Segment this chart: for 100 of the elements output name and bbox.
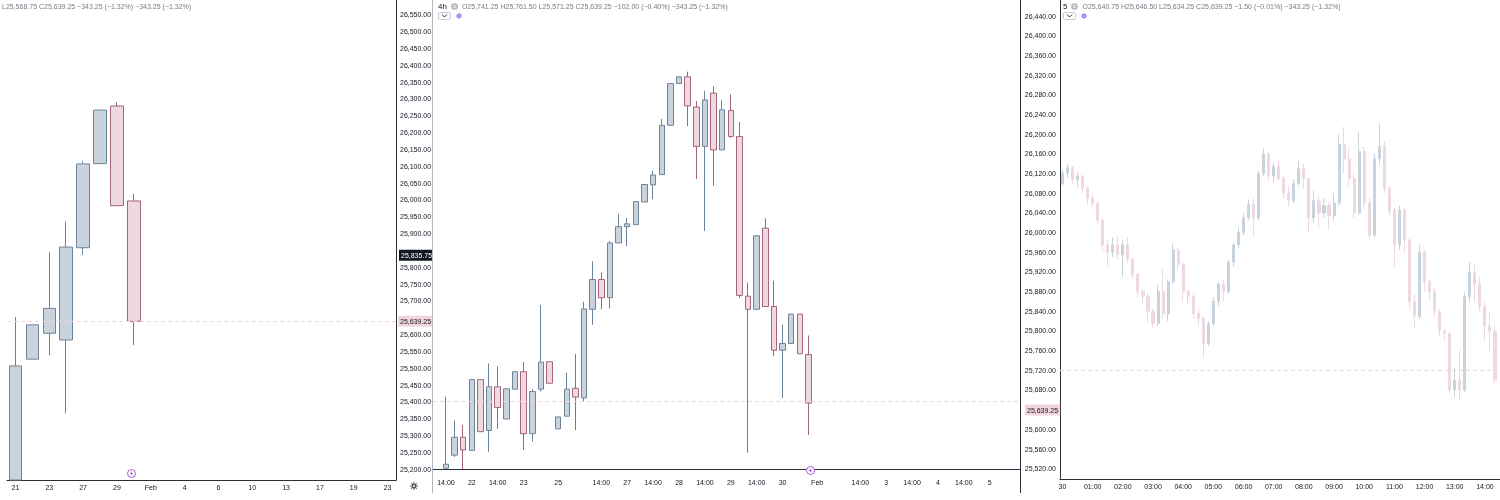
candlestick	[546, 361, 553, 384]
candlestick	[460, 424, 466, 470]
candlestick	[788, 313, 794, 344]
candlestick	[684, 71, 691, 127]
candlestick	[1267, 150, 1270, 182]
candlestick	[1478, 276, 1481, 312]
candlestick	[1106, 239, 1109, 268]
candlestick	[1468, 261, 1471, 302]
candlestick	[1428, 278, 1431, 302]
candlestick	[676, 76, 682, 85]
candlestick	[1242, 212, 1245, 236]
candlestick	[633, 201, 639, 226]
candlestick	[1363, 146, 1366, 209]
candlestick	[59, 220, 73, 414]
candlestick	[1071, 165, 1074, 185]
candlestick	[1358, 131, 1361, 216]
candlestick	[1096, 201, 1099, 225]
candlestick	[443, 396, 449, 469]
candlestick	[1257, 170, 1260, 221]
candlestick	[1227, 259, 1230, 295]
candlestick	[93, 109, 107, 165]
candlestick	[1453, 367, 1456, 398]
candlestick	[1423, 249, 1426, 293]
candlestick	[9, 316, 22, 481]
candlestick	[26, 324, 39, 360]
candlestick	[1488, 310, 1491, 352]
candlestick	[1061, 169, 1064, 187]
candlestick	[486, 362, 492, 453]
candlestick	[598, 271, 605, 310]
candlestick	[1317, 195, 1321, 229]
candlestick	[1322, 197, 1326, 219]
candlestick	[615, 213, 622, 244]
candlestick	[538, 304, 544, 393]
candlestick	[589, 260, 596, 326]
candlestick	[771, 280, 777, 357]
candlestick	[512, 371, 518, 390]
candlestick	[1307, 177, 1310, 234]
candlestick	[641, 184, 648, 203]
candlestick	[469, 379, 475, 451]
candlestick	[1182, 261, 1185, 302]
candlestick	[1207, 320, 1210, 347]
candlestick	[667, 83, 674, 126]
candlestick	[1162, 269, 1165, 320]
candlestick	[1131, 256, 1134, 280]
candlestick	[728, 93, 734, 139]
candlestick	[1111, 237, 1114, 258]
candlestick	[659, 118, 665, 176]
candlestick	[1327, 201, 1331, 231]
candlestick	[1222, 278, 1225, 302]
candlestick	[1463, 291, 1466, 393]
candlestick	[1282, 175, 1285, 199]
candlestick	[1232, 241, 1235, 268]
candlestick	[1438, 308, 1441, 337]
candlestick	[779, 324, 786, 399]
candlestick	[1312, 190, 1315, 224]
candlestick	[1237, 227, 1240, 249]
candlestick	[762, 217, 769, 308]
candlestick	[1287, 185, 1290, 208]
candlestick	[1177, 246, 1180, 270]
candlestick	[1403, 207, 1406, 253]
candlestick	[1297, 160, 1300, 187]
candlestick	[1101, 217, 1104, 252]
candlestick	[1473, 264, 1476, 302]
candlestick	[1483, 300, 1486, 342]
candlestick	[1383, 141, 1386, 194]
candlestick	[736, 121, 743, 299]
candlestick	[503, 388, 510, 420]
candlestick	[1167, 278, 1170, 322]
candlestick	[1081, 174, 1084, 194]
candlestick	[1388, 185, 1391, 216]
candlestick	[1262, 147, 1265, 177]
candlestick	[1338, 133, 1341, 207]
candlestick	[797, 313, 803, 355]
candlestick	[1212, 297, 1215, 327]
candlestick	[1187, 288, 1190, 305]
candlestick	[1353, 173, 1356, 219]
chart-title: 5	[1063, 1, 1068, 11]
candlestick	[1252, 197, 1255, 239]
candlestick	[1343, 126, 1346, 175]
candlestick	[555, 416, 561, 430]
candlestick	[1373, 153, 1376, 239]
candlestick	[1292, 179, 1295, 204]
candlestick	[43, 251, 56, 356]
candlestick	[1398, 205, 1401, 251]
candlestick	[1136, 272, 1139, 299]
candlestick	[1091, 193, 1094, 208]
candlestick	[702, 90, 708, 232]
candlestick	[650, 170, 656, 200]
candlestick	[710, 85, 717, 187]
candlestick	[1413, 293, 1416, 330]
candlestick	[1086, 185, 1089, 205]
candlestick	[624, 217, 630, 247]
candlestick	[753, 235, 760, 310]
candlestick	[1277, 158, 1280, 182]
candlestick	[529, 388, 536, 443]
candlestick	[1272, 162, 1275, 183]
candlestick	[1378, 122, 1381, 165]
candlestick	[1393, 207, 1396, 268]
candlestick	[1076, 172, 1079, 188]
candlestick	[607, 240, 613, 309]
